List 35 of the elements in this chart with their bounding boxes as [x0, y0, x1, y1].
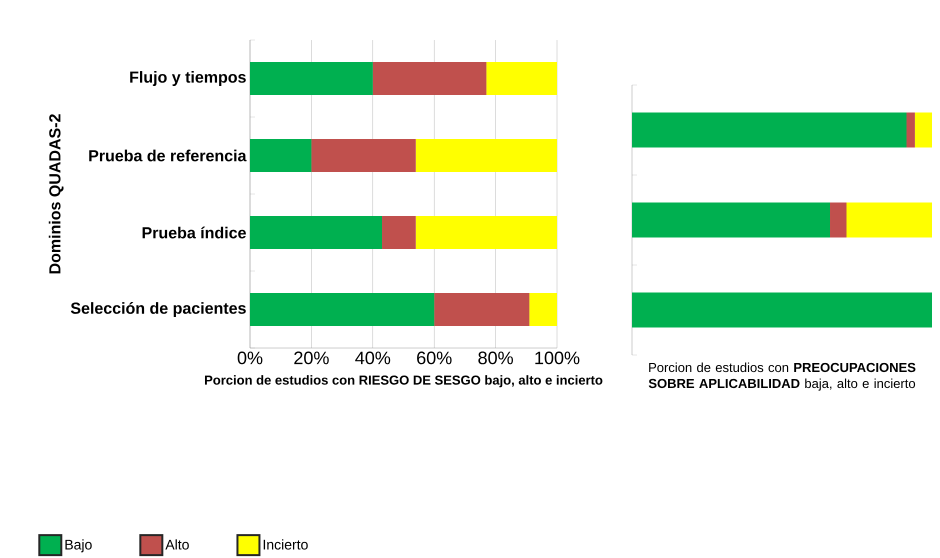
bar	[372, 62, 486, 96]
bar	[632, 112, 907, 148]
x-tick-label: 40%	[355, 352, 390, 364]
x-tick-label: 20%	[294, 352, 329, 364]
bar	[311, 139, 416, 172]
legend-label: Alto	[165, 539, 189, 550]
bar	[250, 62, 373, 96]
bar	[434, 293, 530, 326]
bar	[250, 216, 382, 250]
bar	[632, 292, 932, 328]
y-tick-label: Flujo y tiempos	[130, 71, 246, 86]
legend-label: Incierto	[264, 539, 308, 550]
x-axis-title: Porcion de estudios con RIESGO DE SESGO bajo, alto e incierto	[204, 375, 602, 388]
x-tick-label: 80%	[478, 352, 513, 364]
bar	[846, 202, 932, 238]
bar	[250, 139, 312, 172]
y-tick-label: Prueba de referencia	[89, 150, 247, 162]
bar	[250, 293, 434, 326]
x-tick-label: 100%	[535, 352, 580, 364]
bar	[529, 293, 557, 326]
bar	[632, 202, 830, 238]
legend-label: Bajo	[65, 539, 92, 552]
bar	[416, 139, 557, 172]
x-tick-label: 0%	[238, 352, 262, 364]
x-axis-title: Porcion de estudios con PREOCUPACIONES SOBRE APLICABILIDAD baja, alto e incierto	[648, 362, 916, 391]
x-tick-label: 60%	[417, 352, 452, 364]
bar	[830, 202, 847, 238]
bar	[914, 112, 932, 148]
bar	[486, 62, 557, 96]
y-tick-label: Prueba índice	[142, 226, 246, 238]
bar	[416, 216, 557, 250]
bar	[382, 216, 416, 250]
y-tick-label: Selección de pacientes	[70, 302, 246, 318]
y-axis-title: Dominios QUADAS-2	[48, 114, 64, 274]
bar	[906, 112, 915, 148]
